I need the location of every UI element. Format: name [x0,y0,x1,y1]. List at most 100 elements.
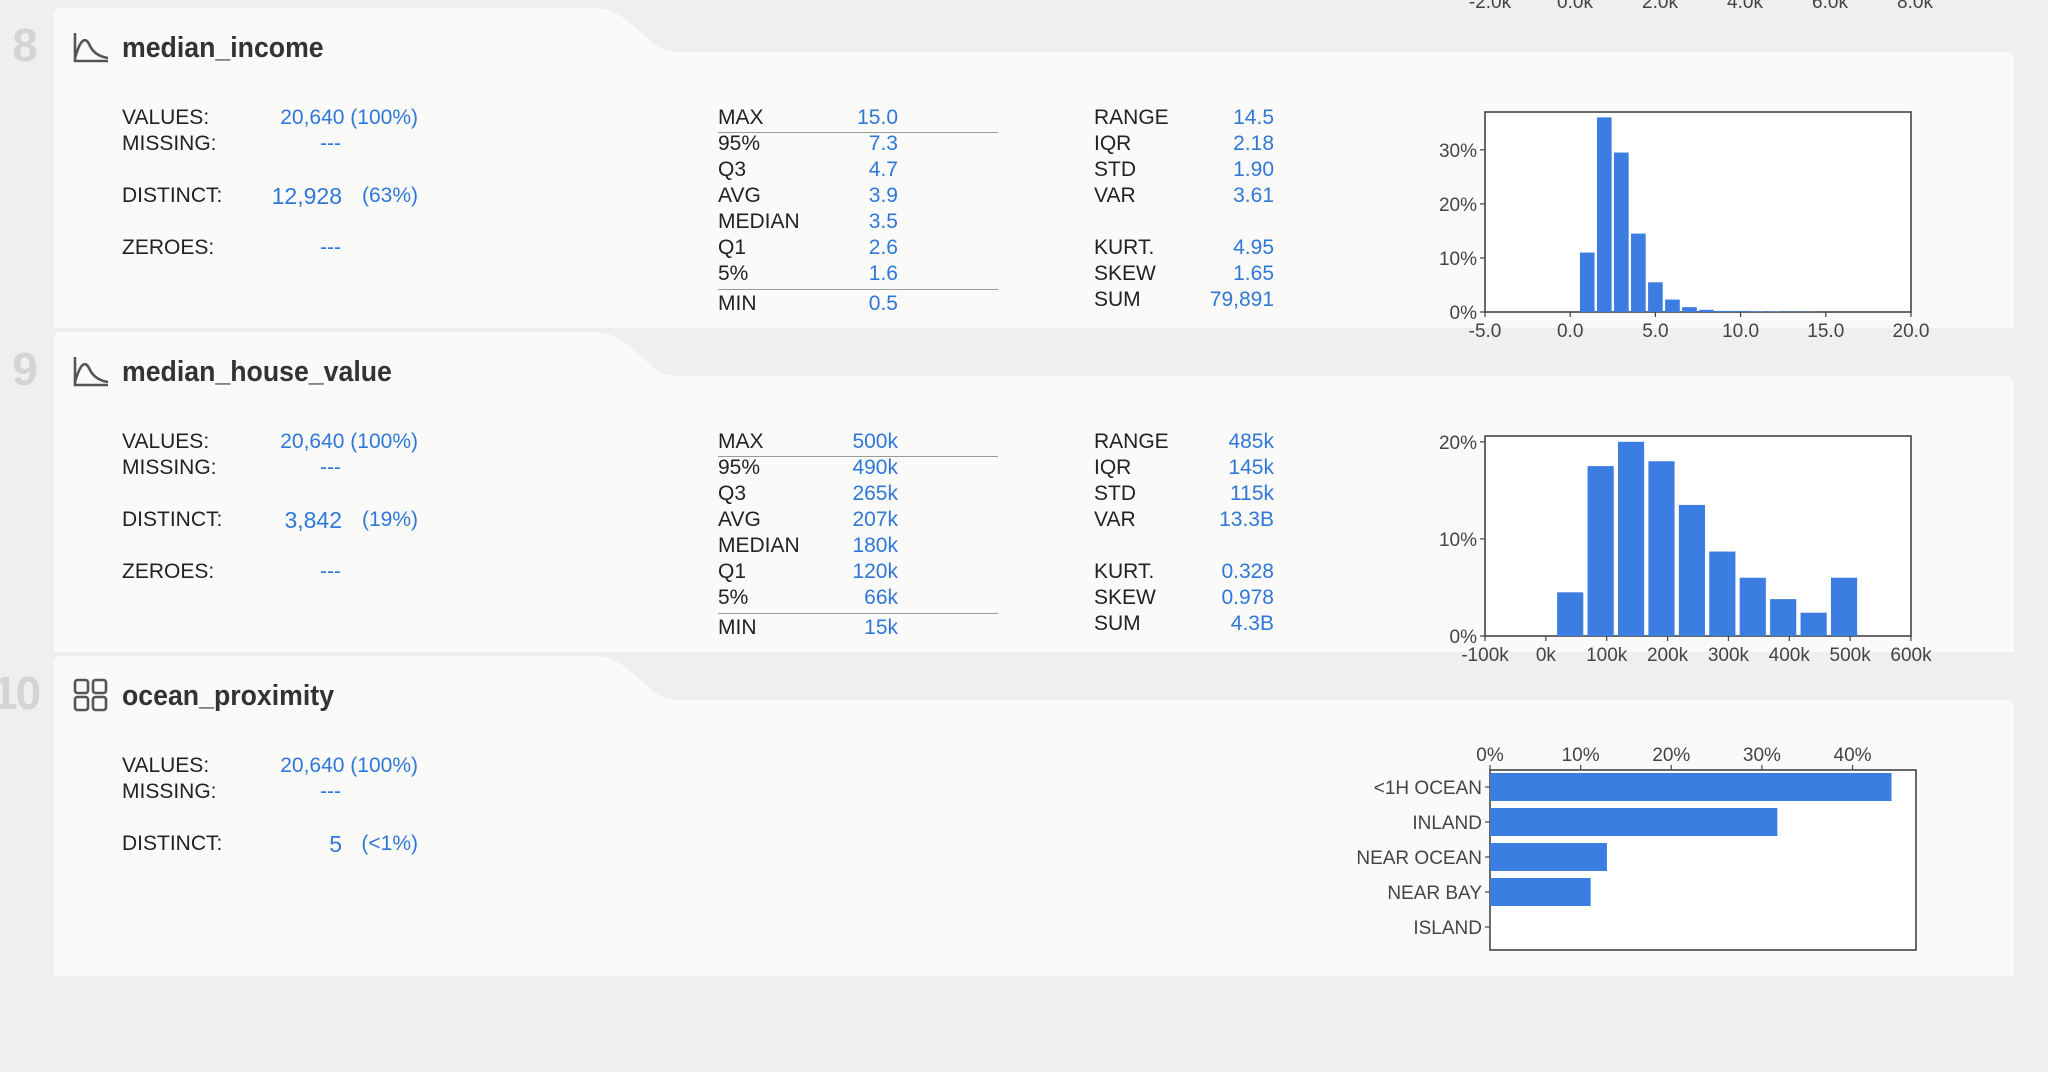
spread-value: 115k [1230,482,1274,505]
spread-value: 2.18 [1233,132,1274,155]
missing-label: MISSING: [122,780,217,803]
quantile-label: 5% [718,586,749,609]
y-tick-label: 10% [1439,249,1477,270]
values-label: VALUES: [122,106,210,129]
distinct-percent: (63%) [361,184,418,207]
column-title: median_income [122,32,324,64]
category-label: ISLAND [1413,918,1482,939]
column-index: 10 [0,667,41,719]
x-tick-label: 400k [1769,645,1811,666]
histogram-bar [1716,310,1731,312]
quantile-value: 2.6 [868,236,898,259]
spread-label: IQR [1094,132,1132,155]
shape-label: SUM [1094,288,1141,311]
distinct-value: 12,928 [271,183,342,209]
shape-value: 79,891 [1209,288,1274,311]
shape-value: 1.65 [1233,262,1274,285]
shape-value: 0.328 [1221,560,1274,583]
previous-chart-axis: -2.0k 0.0k 2.0k 4.0k 6.0k 8.0k [1469,0,1934,13]
histogram-bar [1648,282,1663,312]
quantile-value: 180k [852,534,898,557]
quantile-value: 7.3 [868,132,898,155]
histogram-bar [1767,311,1783,312]
spread-value: 145k [1228,456,1274,479]
zeroes-value: --- [320,560,341,583]
spread-label: RANGE [1094,106,1169,129]
quantile-value: 3.5 [868,210,898,233]
quantile-label: MIN [718,616,757,639]
values-value: 20,640 (100%) [280,754,418,777]
shape-value: 0.978 [1221,586,1274,609]
quantile-label: Q3 [718,482,747,505]
shape-label: SKEW [1094,262,1156,285]
line-chart-icon [73,357,109,387]
column-index: 8 [12,19,38,71]
histogram-bar [1648,461,1675,636]
histogram-bar [1682,307,1697,312]
quantile-value: 0.5 [868,292,898,315]
x-tick-label: 10% [1562,745,1600,766]
values-value: 20,640 (100%) [280,430,418,453]
axis-tick-label: 8.0k [1897,0,1933,13]
shape-label: SUM [1094,612,1141,635]
histogram-bar [1613,152,1629,312]
y-tick-label: 0% [1450,627,1478,648]
y-tick-label: 20% [1439,433,1477,454]
zeroes-value: --- [320,236,341,259]
quantile-value: 207k [852,508,898,531]
distinct-value: 5 [329,831,342,857]
shape-label: SKEW [1094,586,1156,609]
histogram-bar [1739,577,1766,636]
quantile-label: AVG [718,184,761,207]
category-label: NEAR BAY [1387,883,1482,904]
histogram-bar [1709,551,1736,636]
shape-label: KURT. [1094,236,1155,259]
histogram-bar [1830,577,1858,636]
x-tick-label: 300k [1708,645,1750,666]
x-tick-label: 30% [1743,745,1781,766]
spread-value: 485k [1228,430,1274,453]
quantile-label: Q1 [718,560,747,583]
x-tick-label: 20% [1652,745,1690,766]
axis-tick-label: 4.0k [1727,0,1763,13]
quantile-label: MEDIAN [718,534,800,557]
shape-value: 4.95 [1233,236,1274,259]
y-tick-label: 0% [1450,303,1478,324]
column-card-ocean-proximity: 10 ocean_proximity VALUES: 20,640 (100%)… [0,656,2048,976]
quantile-label: MIN [718,292,757,315]
histogram-bar [1596,117,1612,313]
spread-label: STD [1094,482,1136,505]
axis-tick-label: 2.0k [1642,0,1678,13]
histogram-bar [1800,612,1827,636]
missing-label: MISSING: [122,456,217,479]
category-bar-chart: <1H OCEAN INLAND NEAR OCEAN NEAR BAY ISLAND 0… [1356,745,1917,951]
histogram-bar [1617,441,1645,636]
column-card-median-income: 8 median_income VALUES: 20,640 (100%) MI… [0,8,2048,342]
y-tick-label: 30% [1439,141,1477,162]
spread-value: 3.61 [1233,184,1274,207]
quantile-value: 15.0 [857,106,898,129]
line-chart-icon [73,33,109,63]
distinct-value: 3,842 [284,507,342,533]
x-tick-label: 0% [1476,745,1504,766]
spread-value: 13.3B [1219,508,1274,531]
axis-tick-label: -2.0k [1469,0,1512,13]
histogram-bar [1579,252,1595,312]
quantile-value: 3.9 [868,184,898,207]
plot-area [1484,111,1912,313]
quantile-label: MAX [718,106,764,129]
grid-icon [73,678,108,712]
divider [718,613,998,614]
column-index: 9 [12,343,38,395]
x-tick-label: 0k [1536,645,1557,666]
quantile-value: 4.7 [868,158,898,181]
zeroes-label: ZEROES: [122,560,215,583]
histogram-bar [1587,466,1614,636]
divider [718,132,998,133]
column-card-median-house-value: 9 median_house_value VALUES: 20,640 (100… [0,332,2048,666]
spread-label: VAR [1094,184,1136,207]
shape-label: KURT. [1094,560,1155,583]
zeroes-label: ZEROES: [122,236,215,259]
x-tick-label: 5.0 [1642,321,1668,342]
y-tick-label: 20% [1439,195,1477,216]
